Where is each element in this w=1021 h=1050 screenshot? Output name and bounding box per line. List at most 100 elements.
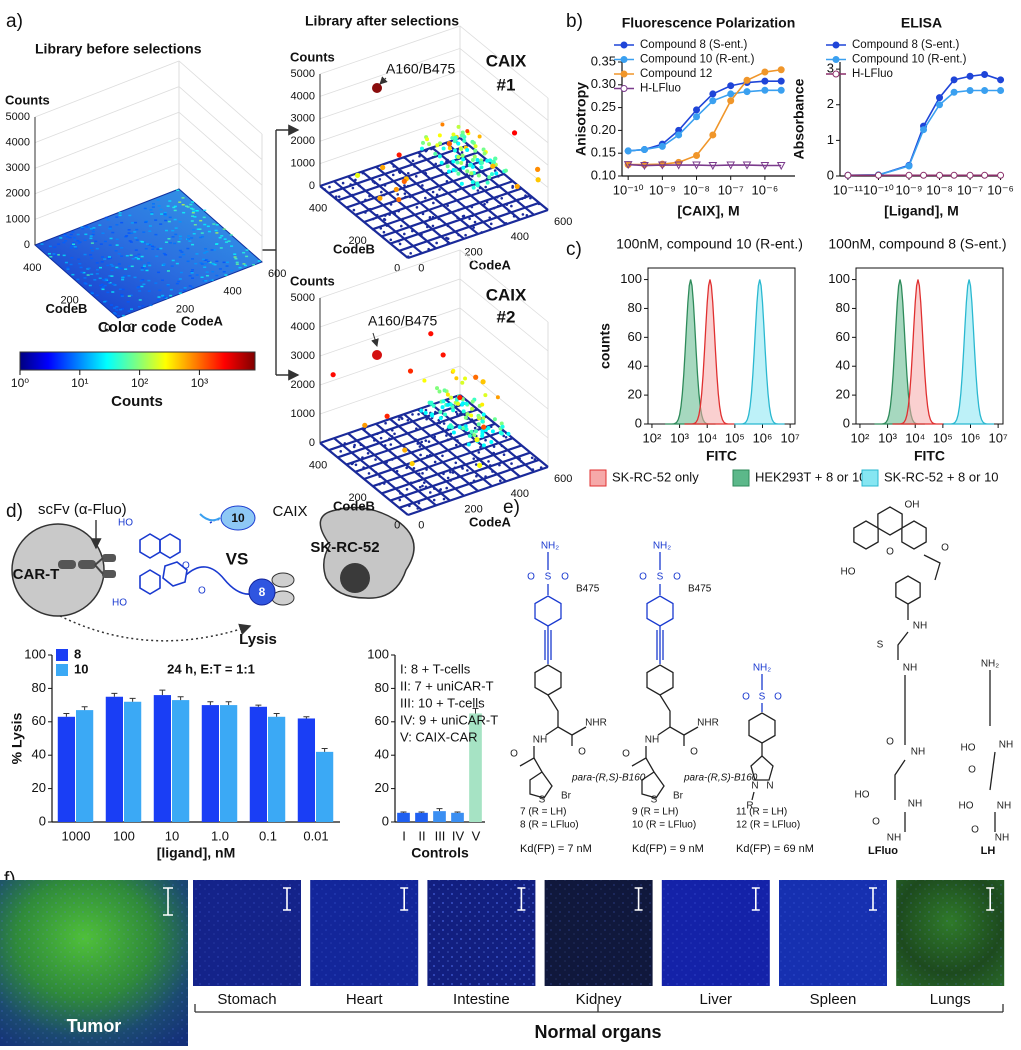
library-texture: [156, 248, 160, 250]
raised-dot: [469, 413, 474, 418]
raised-dot: [441, 399, 446, 404]
floor-dot: [492, 451, 496, 455]
library-texture: [83, 282, 87, 284]
library-texture: [225, 261, 229, 264]
tissue-texture: [896, 880, 1005, 986]
floor-dot: [521, 213, 525, 216]
library-texture: [62, 241, 66, 244]
data-point: [726, 161, 736, 170]
histogram: [893, 279, 943, 425]
data-point: [874, 171, 882, 179]
chart-title: 24 h, E:T = 1:1: [167, 661, 255, 676]
library-texture: [150, 245, 154, 248]
library-texture: [106, 264, 110, 267]
x-tick-label: 10⁻⁹: [649, 182, 676, 197]
library-texture: [56, 254, 60, 256]
atom-label: O: [742, 692, 750, 703]
floor-dot: [389, 443, 393, 446]
bond: [683, 726, 699, 736]
bond: [631, 746, 647, 767]
floor-dot: [390, 458, 394, 461]
error-bar: [418, 811, 425, 813]
x-tick-label: 10: [165, 828, 179, 843]
raised-dot: [483, 393, 488, 398]
bar: [297, 718, 315, 822]
atom-label: S: [877, 640, 884, 651]
floor-dot: [456, 412, 459, 416]
library-texture: [98, 266, 102, 269]
library-texture: [100, 256, 104, 258]
raised-dot: [459, 146, 464, 151]
floor-dot: [380, 190, 383, 194]
raised-dot: [380, 164, 386, 171]
library-texture: [191, 208, 195, 210]
floor-dot: [457, 233, 460, 237]
library-texture: [95, 269, 99, 271]
raised-dot: [407, 368, 414, 374]
floor-dot: [432, 201, 435, 205]
library-texture: [73, 246, 77, 248]
histogram: [685, 279, 735, 425]
scale-bar: [517, 887, 526, 911]
library-texture: [218, 268, 222, 270]
library-texture: [203, 223, 207, 226]
chart-title: ELISA: [901, 15, 942, 31]
legend-marker: [620, 56, 628, 63]
library-texture: [178, 221, 182, 223]
raised-dot: [470, 406, 475, 411]
library-texture: [127, 229, 131, 231]
fragment-tag: B475: [576, 584, 600, 595]
floor-dot: [362, 466, 365, 469]
library-texture: [192, 210, 196, 213]
library-texture: [101, 288, 105, 291]
tissue-label: Tumor: [67, 1016, 122, 1036]
library-texture: [188, 285, 192, 287]
raised-dot: [435, 143, 440, 148]
floor-dot: [373, 439, 376, 442]
atom-label: N: [766, 781, 773, 792]
bar: [201, 705, 219, 822]
floor-dot: [484, 438, 487, 442]
library-texture: [127, 310, 131, 312]
library-texture: [108, 244, 112, 246]
codeb-tick-label: 200: [60, 295, 78, 307]
library-texture: [157, 296, 161, 298]
floor-dot: [395, 469, 399, 473]
data-point: [844, 171, 852, 179]
car-t-schematic: [102, 554, 116, 562]
library-texture: [117, 267, 121, 270]
library-texture: [110, 269, 114, 272]
raised-dot: [438, 410, 443, 415]
wall-grid: [319, 336, 549, 410]
raised-dot: [459, 181, 464, 186]
floor-dot: [478, 186, 482, 190]
raised-dot: [452, 139, 457, 144]
library-texture: [69, 233, 73, 236]
library-texture: [89, 254, 93, 256]
atom-label: NH: [913, 621, 927, 632]
scale-bar: [634, 887, 643, 911]
library-texture: [151, 206, 155, 208]
library-texture: [141, 241, 145, 243]
library-texture: [54, 254, 58, 256]
library-texture: [207, 230, 211, 233]
z-tick-label: 1000: [6, 213, 30, 225]
floor-dot: [481, 462, 485, 466]
floor-dot: [417, 501, 421, 505]
library-texture: [173, 242, 177, 245]
floor-dot: [496, 204, 500, 208]
library-texture: [99, 284, 103, 287]
wall-grid: [319, 365, 549, 439]
library-texture: [73, 239, 77, 241]
library-texture: [222, 271, 226, 273]
codea-tick-label: 0: [418, 262, 424, 274]
library-texture: [129, 294, 133, 297]
raised-dot: [435, 386, 440, 391]
floor-dot: [428, 491, 432, 494]
floor-dot: [454, 443, 458, 447]
library-texture: [105, 216, 109, 219]
library-texture: [162, 264, 166, 266]
raised-dot: [430, 413, 435, 418]
y-tick-label: 60: [836, 329, 850, 344]
legend-label: 10: [74, 661, 88, 676]
